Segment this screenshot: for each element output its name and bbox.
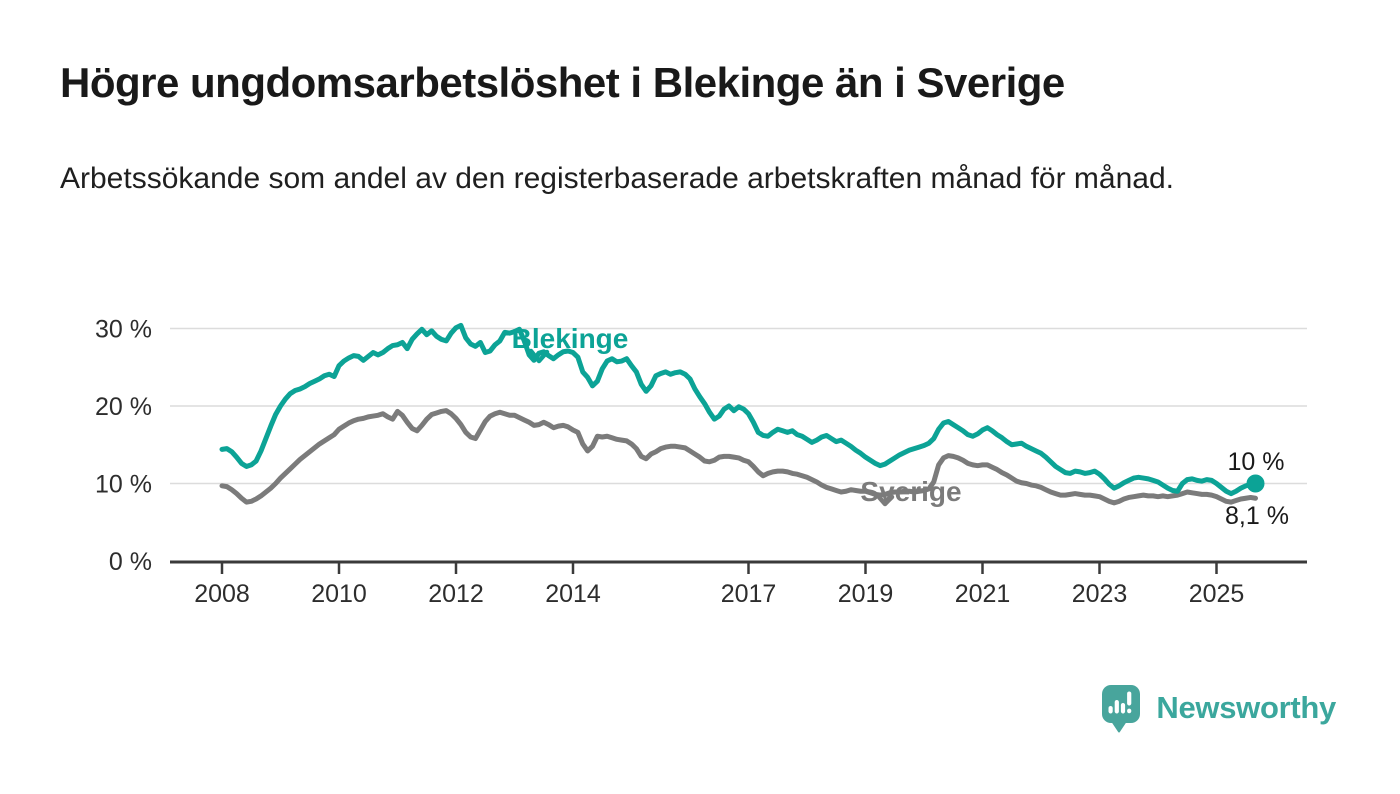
logo-speech-bubble-tail [1111, 720, 1128, 733]
x-tick-label-2010: 2010 [311, 580, 367, 608]
series-label-sverige: Sverige [860, 476, 961, 507]
series-end-dot-blekinge [1246, 474, 1265, 493]
x-tick-label-2021: 2021 [955, 580, 1011, 608]
y-tick-label-10: 10 % [95, 471, 152, 499]
x-tick-label-2019: 2019 [838, 580, 894, 608]
series-line-blekinge [219, 322, 1258, 497]
x-tick-label-2017: 2017 [721, 580, 777, 608]
chart-title: Högre ungdomsarbetslöshet i Blekinge än … [60, 59, 1065, 106]
newsworthy-wordmark: Newsworthy [1156, 690, 1336, 725]
y-tick-label-20: 20 % [95, 393, 152, 421]
y-tick-label-30: 30 % [95, 316, 152, 344]
y-tick-label-0: 0 % [109, 548, 152, 576]
x-tick-label-2012: 2012 [428, 580, 484, 608]
x-tick-label-2014: 2014 [545, 580, 601, 608]
series-label-pointer-blekinge [528, 348, 550, 364]
logo-exclamation-dot [1127, 708, 1132, 714]
chart-subtitle: Arbetssökande som andel av den registerb… [60, 162, 1174, 195]
series-label-pointer-sverige [875, 493, 895, 507]
newsworthy-logo-icon [1102, 685, 1141, 733]
newsworthy-branding: Newsworthy [1099, 682, 1336, 734]
logo-bar-3 [1121, 703, 1126, 714]
logo-bar-1 [1108, 706, 1114, 714]
x-tick-label-2008: 2008 [194, 580, 250, 608]
end-value-label-blekinge: 10 % [1228, 448, 1285, 476]
logo-speech-bubble [1102, 685, 1141, 723]
x-tick-label-2025: 2025 [1189, 580, 1245, 608]
x-tick-label-2023: 2023 [1072, 580, 1128, 608]
logo-exclamation-bar [1127, 691, 1132, 706]
series-line-sverige [219, 408, 1258, 506]
logo-bar-2 [1115, 700, 1120, 714]
end-value-label-sverige: 8,1 % [1225, 502, 1289, 530]
series-label-blekinge: Blekinge [512, 323, 629, 354]
